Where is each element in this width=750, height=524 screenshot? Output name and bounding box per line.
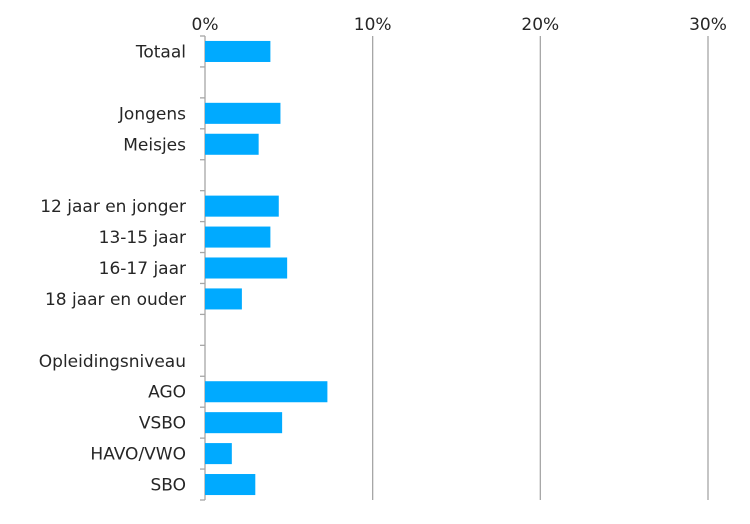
x-tick-label: 20% bbox=[521, 15, 559, 35]
x-tick-label: 30% bbox=[689, 15, 727, 35]
gridlines bbox=[372, 36, 709, 500]
category-label: SBO bbox=[150, 476, 186, 496]
category-label: 16-17 jaar bbox=[99, 259, 186, 279]
category-label: VSBO bbox=[139, 414, 186, 434]
bar bbox=[205, 40, 271, 62]
category-label: 18 jaar en ouder bbox=[45, 290, 186, 310]
bar bbox=[205, 443, 232, 465]
category-label: HAVO/VWO bbox=[90, 445, 186, 465]
bars bbox=[205, 40, 328, 496]
bar bbox=[205, 102, 281, 124]
bar bbox=[205, 412, 283, 434]
bar bbox=[205, 257, 288, 279]
category-label: 12 jaar en jonger bbox=[40, 197, 186, 217]
bar bbox=[205, 195, 279, 217]
category-label: Totaal bbox=[135, 42, 186, 62]
x-axis-tick-labels: 0% 10% 20% 30% bbox=[192, 15, 727, 35]
bar bbox=[205, 226, 271, 248]
category-labels: Totaal Jongens Meisjes 12 jaar en jonger 13-… bbox=[39, 42, 186, 495]
category-label: 13-15 jaar bbox=[99, 228, 186, 248]
x-tick-label: 10% bbox=[354, 15, 392, 35]
bar bbox=[205, 133, 259, 155]
bar bbox=[205, 288, 242, 310]
category-label: Meisjes bbox=[123, 135, 186, 155]
x-tick-label: 0% bbox=[192, 15, 219, 35]
y-axis-tick-marks bbox=[200, 35, 205, 501]
bar bbox=[205, 474, 256, 496]
category-label: Opleidingsniveau bbox=[39, 352, 186, 372]
category-label: Jongens bbox=[118, 104, 186, 124]
bar bbox=[205, 381, 328, 403]
category-label: AGO bbox=[148, 383, 186, 403]
